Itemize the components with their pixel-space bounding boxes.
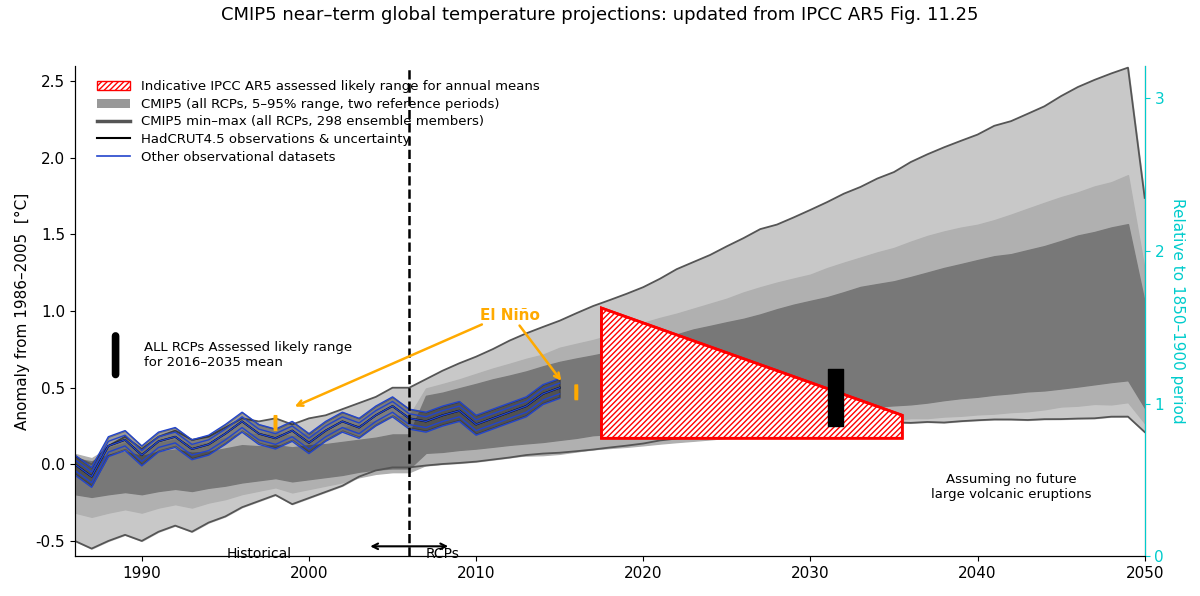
Polygon shape (601, 308, 902, 438)
Text: Historical: Historical (227, 547, 292, 561)
Text: RCPs: RCPs (426, 547, 460, 561)
Y-axis label: Anomaly from 1986–2005  [°C]: Anomaly from 1986–2005 [°C] (16, 193, 30, 430)
Y-axis label: Relative to 1850–1900 period: Relative to 1850–1900 period (1170, 198, 1186, 424)
Text: ALL RCPs Assessed likely range
for 2016–2035 mean: ALL RCPs Assessed likely range for 2016–… (144, 342, 353, 369)
Text: Assuming no future
large volcanic eruptions: Assuming no future large volcanic erupti… (931, 473, 1091, 501)
Text: CMIP5 near–term global temperature projections: updated from IPCC AR5 Fig. 11.25: CMIP5 near–term global temperature proje… (221, 6, 979, 24)
Text: El Niño: El Niño (480, 308, 540, 324)
Legend: Indicative IPCC AR5 assessed likely range for annual means, CMIP5 (all RCPs, 5–9: Indicative IPCC AR5 assessed likely rang… (92, 75, 545, 169)
